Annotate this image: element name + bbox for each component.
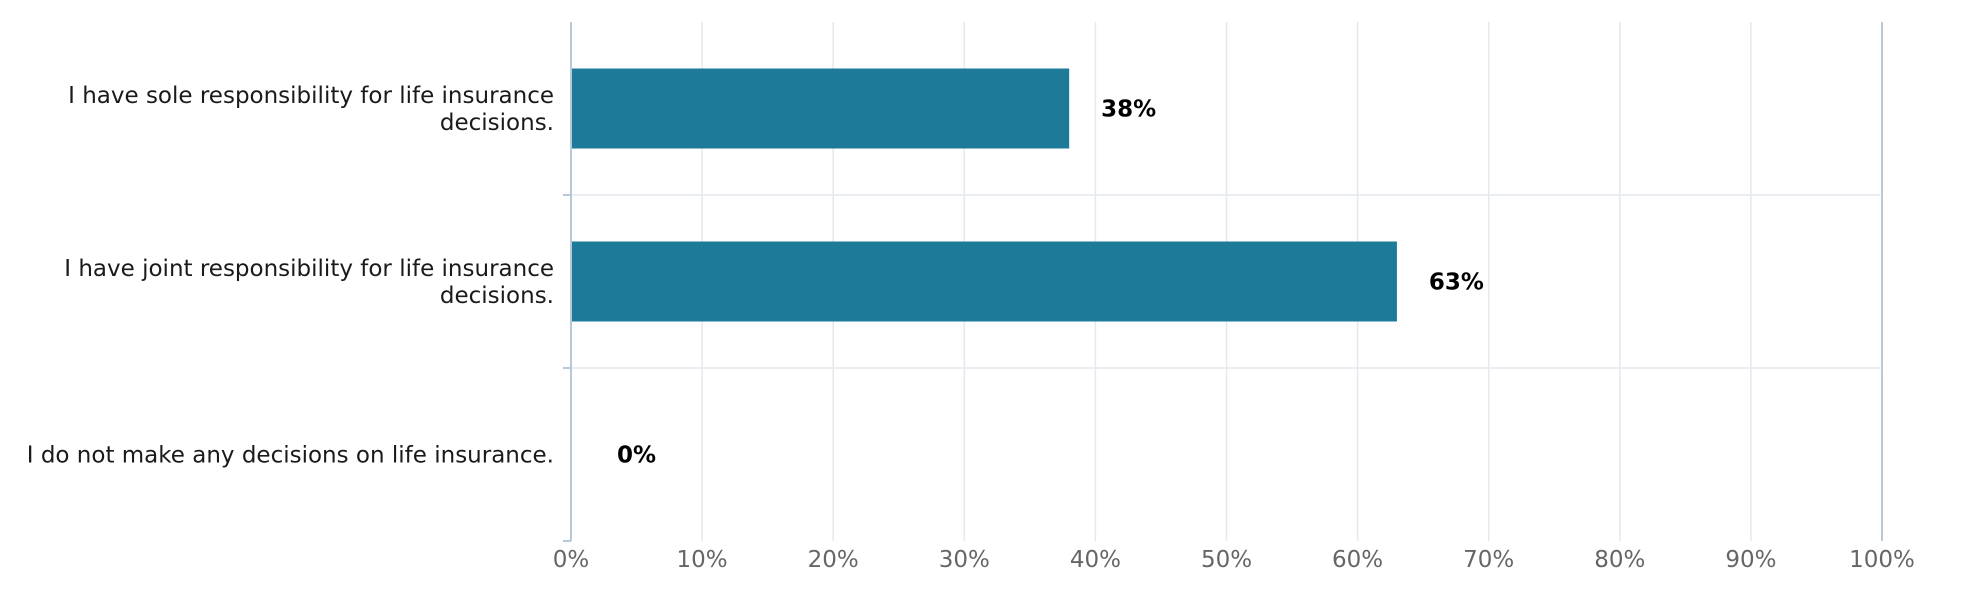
- category-label: I have sole responsibility for life insu…: [68, 83, 554, 109]
- x-tick-label: 10%: [677, 547, 728, 573]
- data-label: 38%: [1101, 97, 1156, 123]
- axes: [563, 22, 572, 542]
- category-label: decisions.: [440, 283, 554, 309]
- x-tick-label: 0%: [553, 547, 590, 573]
- data-label: 63%: [1429, 270, 1484, 296]
- category-label: decisions.: [440, 110, 554, 136]
- x-tick-label: 60%: [1332, 547, 1383, 573]
- bar: [571, 241, 1397, 322]
- labels: 0% 10% 20% 30% 40% 50% 60% 70% 80% 90% 100% 38% I ha…: [27, 83, 1915, 573]
- x-tick-label: 100%: [1849, 547, 1915, 573]
- x-tick-label: 30%: [939, 547, 990, 573]
- x-tick-label: 80%: [1594, 547, 1645, 573]
- bars: [571, 68, 1397, 322]
- x-tick-label: 40%: [1070, 547, 1121, 573]
- x-tick-label: 50%: [1201, 547, 1252, 573]
- bar: [571, 68, 1070, 149]
- category-label: I do not make any decisions on life insu…: [27, 443, 554, 469]
- data-label: 0%: [617, 443, 656, 469]
- x-tick-label: 90%: [1725, 547, 1776, 573]
- x-tick-label: 20%: [808, 547, 859, 573]
- category-label: I have joint responsibility for life ins…: [64, 256, 554, 282]
- x-tick-label: 70%: [1463, 547, 1514, 573]
